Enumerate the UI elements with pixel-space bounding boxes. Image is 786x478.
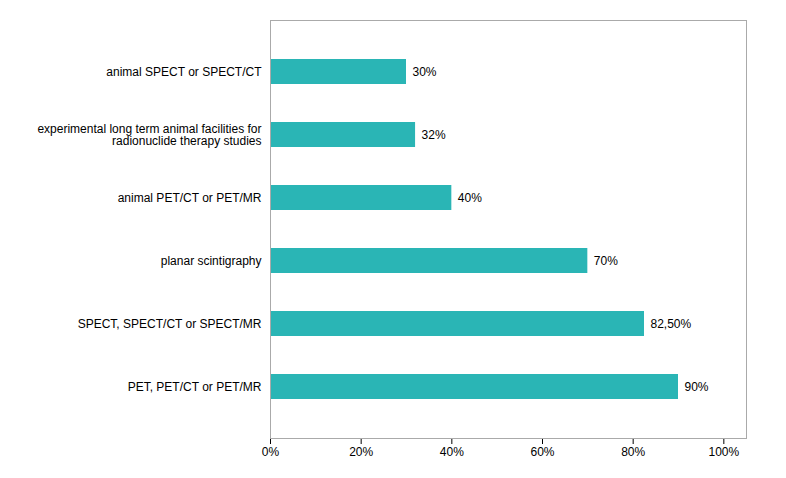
svg-text:experimental long term animal: experimental long term animal facilities…: [37, 122, 261, 148]
svg-text:80%: 80%: [621, 445, 645, 459]
svg-text:40%: 40%: [440, 445, 464, 459]
svg-text:0%: 0%: [262, 445, 280, 459]
svg-text:40%: 40%: [458, 191, 482, 205]
svg-text:60%: 60%: [530, 445, 554, 459]
svg-text:100%: 100%: [708, 445, 739, 459]
svg-text:animal SPECT or SPECT/CT: animal SPECT or SPECT/CT: [106, 65, 262, 79]
svg-text:30%: 30%: [413, 65, 437, 79]
svg-text:90%: 90%: [685, 380, 709, 394]
svg-text:animal PET/CT or PET/MR: animal PET/CT or PET/MR: [118, 191, 262, 205]
svg-text:82,50%: 82,50%: [651, 317, 692, 331]
svg-text:32%: 32%: [422, 128, 446, 142]
svg-text:PET, PET/CT or PET/MR: PET, PET/CT or PET/MR: [128, 380, 262, 394]
svg-text:planar scintigraphy: planar scintigraphy: [161, 254, 262, 268]
svg-text:20%: 20%: [349, 445, 373, 459]
svg-text:SPECT, SPECT/CT or SPECT/MR: SPECT, SPECT/CT or SPECT/MR: [78, 317, 262, 331]
svg-text:70%: 70%: [594, 254, 618, 268]
